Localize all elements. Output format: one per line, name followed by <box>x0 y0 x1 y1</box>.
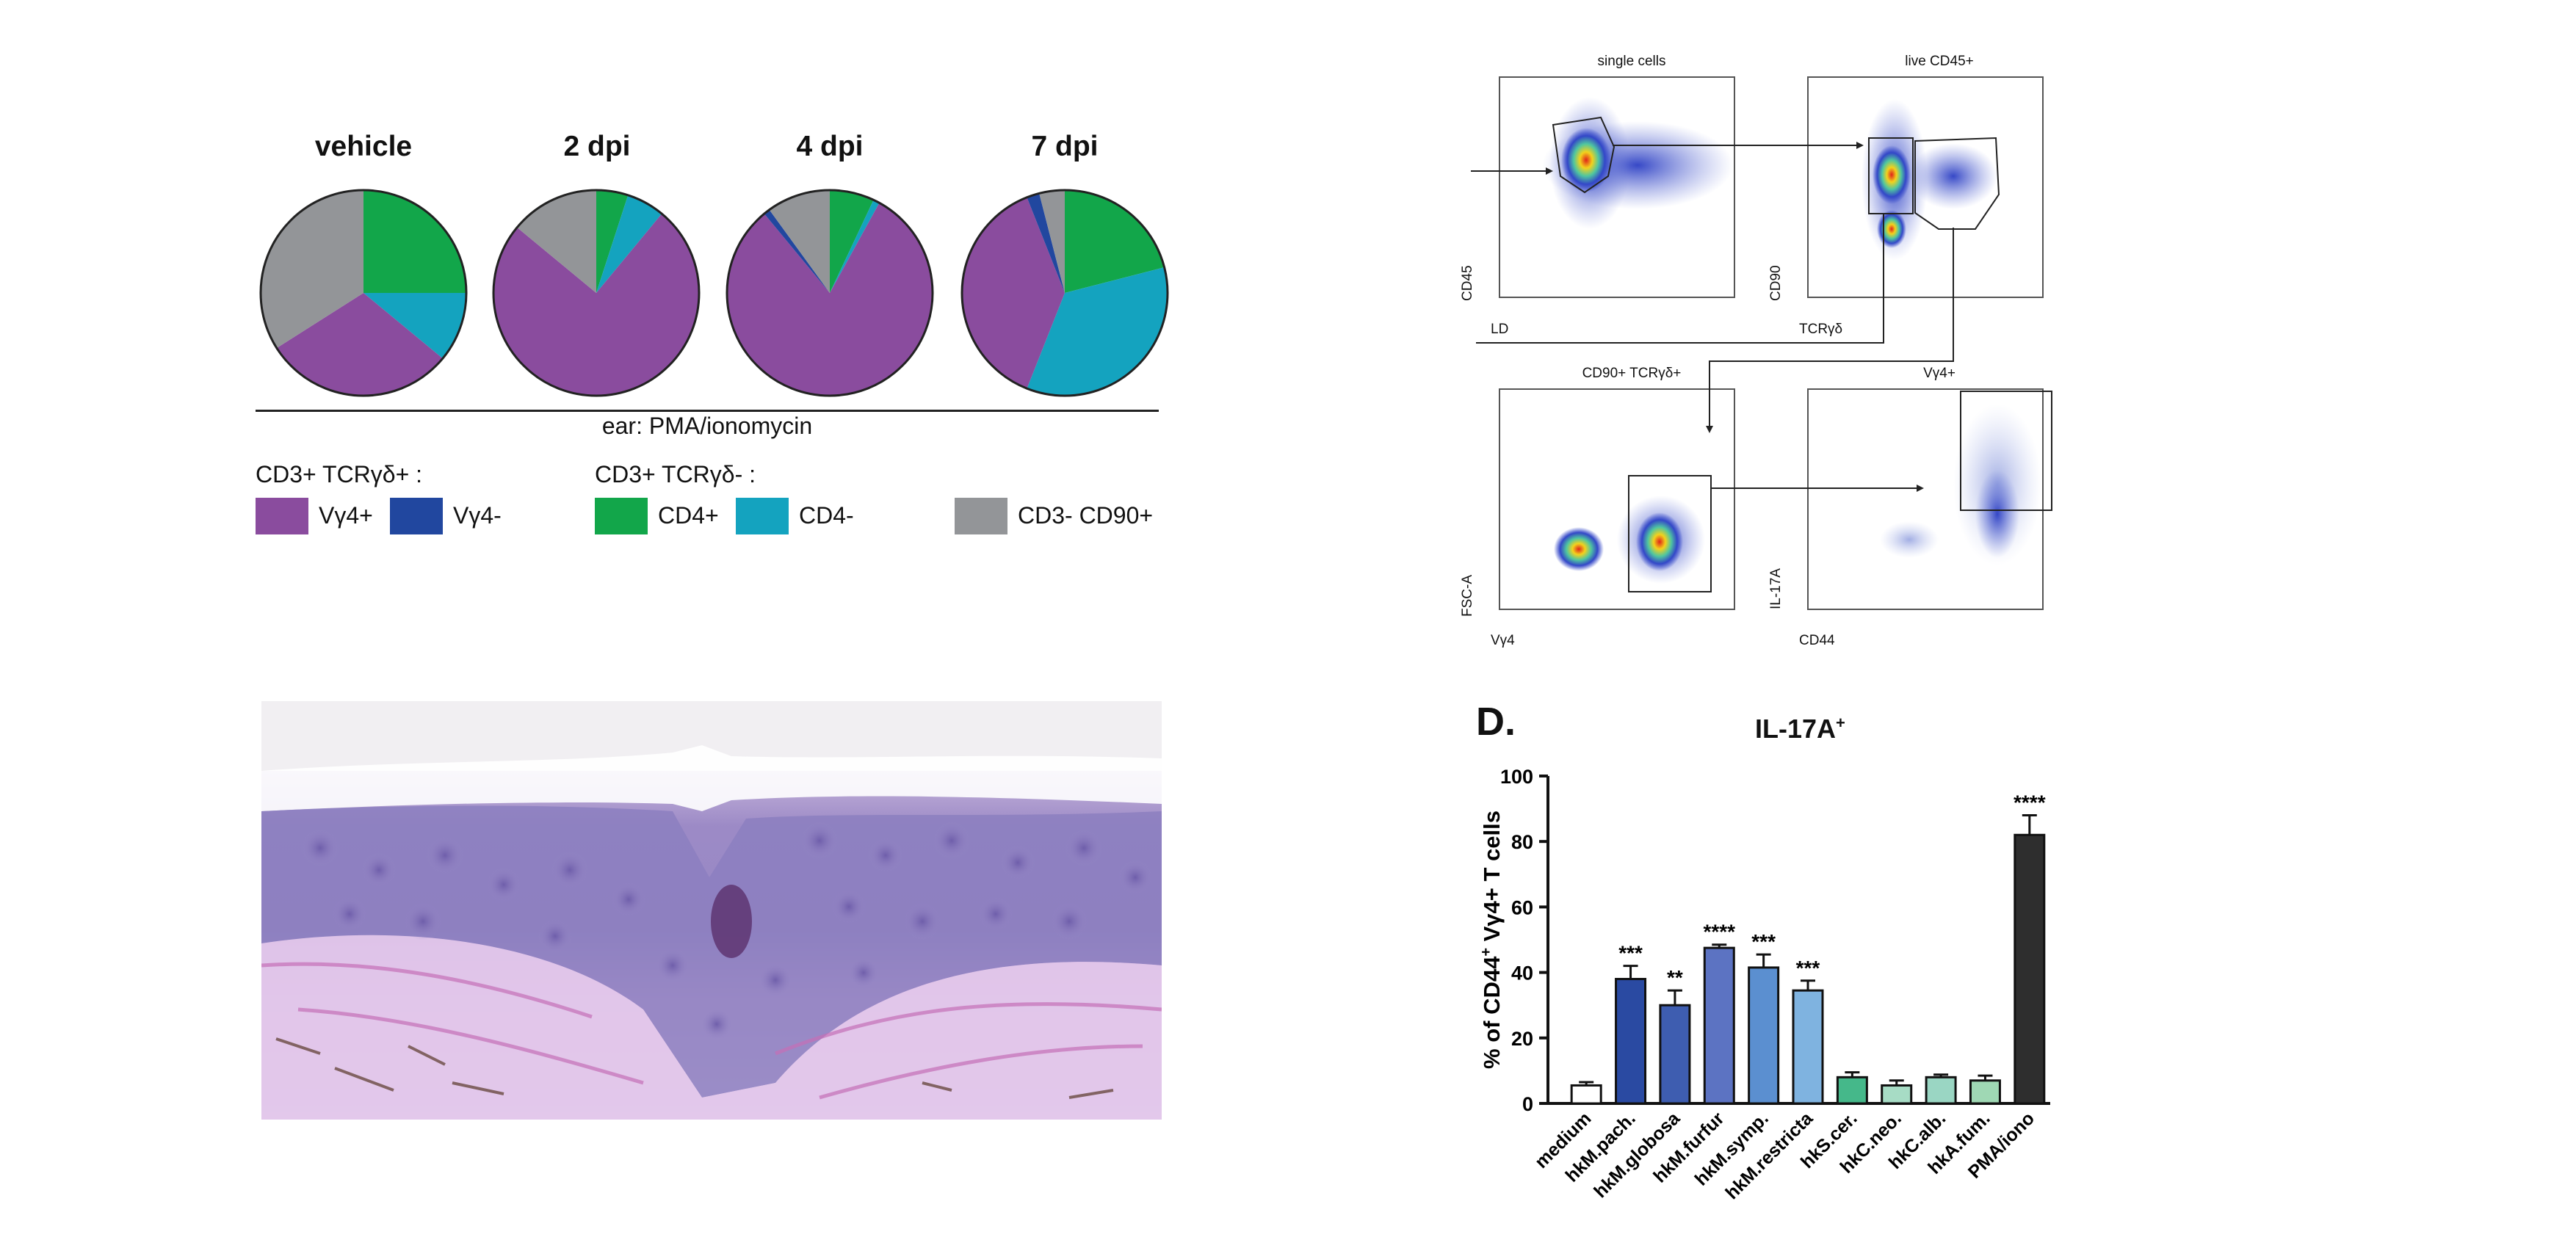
bar-y-tick-label: 100 <box>1500 766 1533 788</box>
flow-xlabel-vg4: Vγ4 <box>1491 633 1515 648</box>
pie-outline-1 <box>492 189 701 397</box>
legend-group2-heading: CD3+ TCRγδ- : <box>595 461 756 487</box>
pie-outline-2 <box>726 189 934 397</box>
bar-y-tick-label: 0 <box>1522 1093 1533 1115</box>
bar-5 <box>1792 989 1824 1105</box>
pie-slice-0-2 <box>363 190 466 293</box>
flow-title-single-cells: single cells <box>1597 54 1666 69</box>
flow-xlabel-cd44: CD44 <box>1799 633 1835 648</box>
bar-chart-title-text: IL-17A <box>1755 714 1837 744</box>
pie-slice-2-1 <box>764 209 830 293</box>
pie-slice-1-2 <box>596 190 629 293</box>
pie-slice-3-2 <box>1065 190 1165 293</box>
pie-slice-0-3 <box>363 293 466 359</box>
legend-group1-heading: CD3+ TCRγδ+ : <box>256 461 423 487</box>
bar-significance-5: *** <box>1796 957 1820 979</box>
bar-significance-4: *** <box>1751 930 1776 953</box>
bar-significance-10: **** <box>2014 791 2046 814</box>
pie-slice-1-0 <box>493 214 700 396</box>
bar-significance-3: **** <box>1703 921 1735 943</box>
legend-swatch-vg4pos <box>256 498 308 534</box>
bar-6 <box>1836 1076 1868 1105</box>
pie-chart-group <box>259 189 1169 397</box>
pie-slice-2-3 <box>830 200 880 293</box>
bar-y-label: % of CD44+ Vγ4+ T cells <box>1478 811 1505 1069</box>
bar-2 <box>1659 1004 1691 1105</box>
legend-label-cd4pos: CD4+ <box>658 502 719 529</box>
flow-title-vg4: Vγ4+ <box>1923 366 1955 381</box>
bar-9 <box>1969 1079 2001 1105</box>
pie-slice-3-3 <box>1027 267 1168 396</box>
legend-label-vg4pos: Vγ4+ <box>319 502 373 529</box>
pie-title-vehicle: vehicle <box>314 131 413 162</box>
bar-8 <box>1925 1076 1957 1105</box>
bar-significance-2: ** <box>1667 966 1683 989</box>
bar-y-tick-label: 80 <box>1511 831 1533 853</box>
flow-title-cd90-tcr: CD90+ TCRγδ+ <box>1582 366 1682 381</box>
bar-3 <box>1703 946 1735 1105</box>
bar-chart-title-sup: + <box>1836 714 1845 732</box>
bar-y-tick-label: 60 <box>1511 896 1533 918</box>
legend-swatch-cd3neg <box>955 498 1007 534</box>
pie-slice-1-3 <box>596 195 662 293</box>
histology-image <box>261 701 1162 1120</box>
pie-title-4dpi: 4 dpi <box>796 131 864 162</box>
bar-7 <box>1881 1084 1913 1105</box>
flow-title-live-cd45: live CD45+ <box>1905 54 1974 69</box>
pie-baseline <box>256 410 1159 412</box>
flow-xlabel-tcr: TCRγδ <box>1799 322 1843 337</box>
bar-0 <box>1570 1084 1602 1105</box>
flow-xlabel-ld: LD <box>1491 322 1509 337</box>
pie-outline-0 <box>259 189 468 397</box>
legend-label-vg4neg: Vγ4- <box>453 502 502 529</box>
pie-slice-3-1 <box>1027 193 1065 293</box>
pie-slice-1-4 <box>517 190 596 293</box>
legend-label-cd4neg: CD4- <box>799 502 854 529</box>
pie-slice-2-2 <box>830 190 874 293</box>
legend-swatch-cd4neg <box>736 498 789 534</box>
pie-slice-2-4 <box>769 190 830 293</box>
legend-swatch-vg4neg <box>390 498 443 534</box>
bar-significance-1: *** <box>1618 942 1643 965</box>
pie-slice-0-0 <box>276 293 443 396</box>
bar-chart-title: IL-17A+ <box>1755 714 1845 744</box>
bar-y-tick-label: 20 <box>1511 1028 1533 1050</box>
panel-letter-d: D. <box>1476 700 1516 744</box>
pie-title-7dpi: 7 dpi <box>1031 131 1099 162</box>
bar-y-tick-label: 40 <box>1511 962 1533 985</box>
pie-slice-2-0 <box>727 203 933 396</box>
pie-title-2dpi: 2 dpi <box>563 131 631 162</box>
pie-slice-0-4 <box>261 190 363 349</box>
bar-4 <box>1748 966 1780 1105</box>
pie-slice-3-0 <box>962 197 1065 389</box>
bar-1 <box>1615 978 1647 1105</box>
pie-slice-3-4 <box>1039 190 1065 293</box>
bar-10 <box>2014 833 2046 1105</box>
flow-plots <box>1471 76 2052 610</box>
pie-xlabel: ear: PMA/ionomycin <box>601 413 813 439</box>
pie-outline-3 <box>960 189 1169 397</box>
legend-label-cd3neg: CD3- CD90+ <box>1018 502 1154 529</box>
legend-swatch-cd4pos <box>595 498 648 534</box>
